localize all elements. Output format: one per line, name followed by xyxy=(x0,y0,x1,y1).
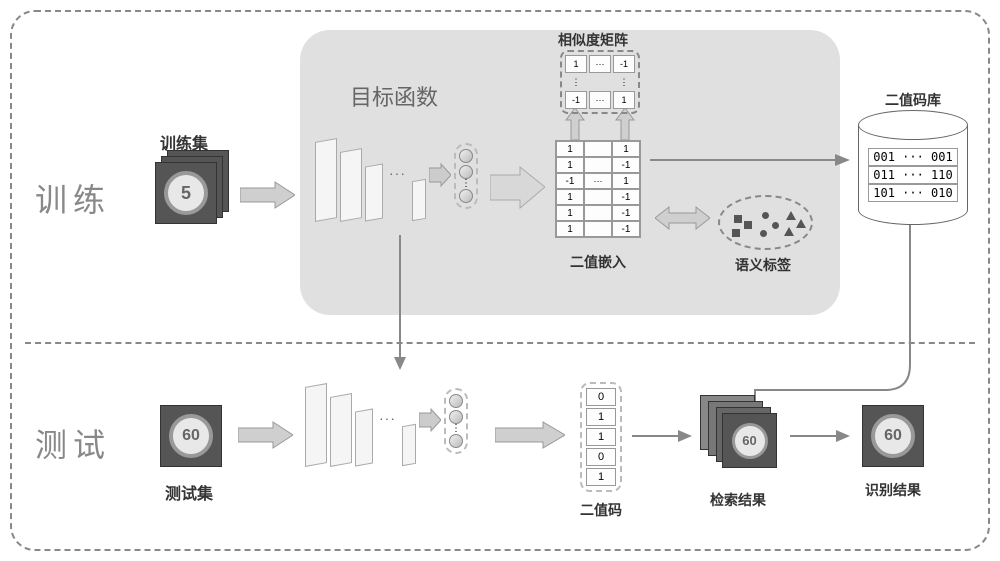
test-image: 60 xyxy=(160,405,222,467)
train-sign-number: 5 xyxy=(164,171,208,215)
similarity-matrix: 1···-1 ⋮ ⋮ -1···1 xyxy=(560,50,640,114)
cnn-train: ··· ⋮ xyxy=(315,140,478,220)
db-row: 011 ··· 110 xyxy=(868,166,957,184)
training-images: 5 xyxy=(155,150,225,220)
cnn-test: ··· ⋮ xyxy=(305,385,468,465)
recognition-result-image: 60 xyxy=(862,405,924,467)
test-sign-number: 60 xyxy=(169,414,213,458)
binary-embedding-table: 1 1 1 -1 -1···1 1 -1 1 -1 1 -1 xyxy=(555,140,641,238)
binary-code-database: 001 ··· 001 011 ··· 110 101 ··· 010 xyxy=(858,110,968,225)
retrieval-result-label: 检索结果 xyxy=(710,490,766,510)
arrow-retrieval-to-recog xyxy=(790,428,850,444)
similarity-matrix-label: 相似度矩阵 xyxy=(558,30,628,50)
arrow-bincode-to-retrieval xyxy=(632,428,692,444)
objective-function-label: 目标函数 xyxy=(350,80,438,112)
cnn-inner-arrow xyxy=(429,150,451,200)
retrieval-sign-number: 60 xyxy=(732,423,768,459)
arrow-cnn-to-embed xyxy=(490,165,545,210)
result-sign-number: 60 xyxy=(871,414,915,458)
binary-embedding-label: 二值嵌入 xyxy=(570,252,626,272)
train-section-label: 训练 xyxy=(35,175,111,221)
test-section-label: 测试 xyxy=(35,420,111,466)
fc-layer-test: ⋮ xyxy=(444,388,468,454)
fc-layer-train: ⋮ xyxy=(454,143,478,209)
training-set-label: 训练集 xyxy=(160,130,208,154)
binary-code-vector: 0 1 1 0 1 xyxy=(580,382,622,492)
arrow-cnn-to-bincode xyxy=(495,420,565,450)
arrow-cnn-to-test xyxy=(392,235,408,370)
cnn-inner-arrow-test xyxy=(419,395,441,445)
arrow-test-to-cnn xyxy=(238,420,293,450)
binary-code-db-label: 二值码库 xyxy=(885,90,941,110)
binary-code-label: 二值码 xyxy=(580,500,622,520)
db-row: 001 ··· 001 xyxy=(868,148,957,166)
test-set-label: 测试集 xyxy=(165,480,213,504)
retrieval-results: 60 xyxy=(700,395,775,470)
recognition-result-label: 识别结果 xyxy=(865,480,921,500)
arrow-bidir-semantic xyxy=(655,205,710,231)
arrow-train-to-panel xyxy=(240,180,295,210)
arrow-embed-to-db xyxy=(650,150,850,170)
db-row: 101 ··· 010 xyxy=(868,184,957,202)
